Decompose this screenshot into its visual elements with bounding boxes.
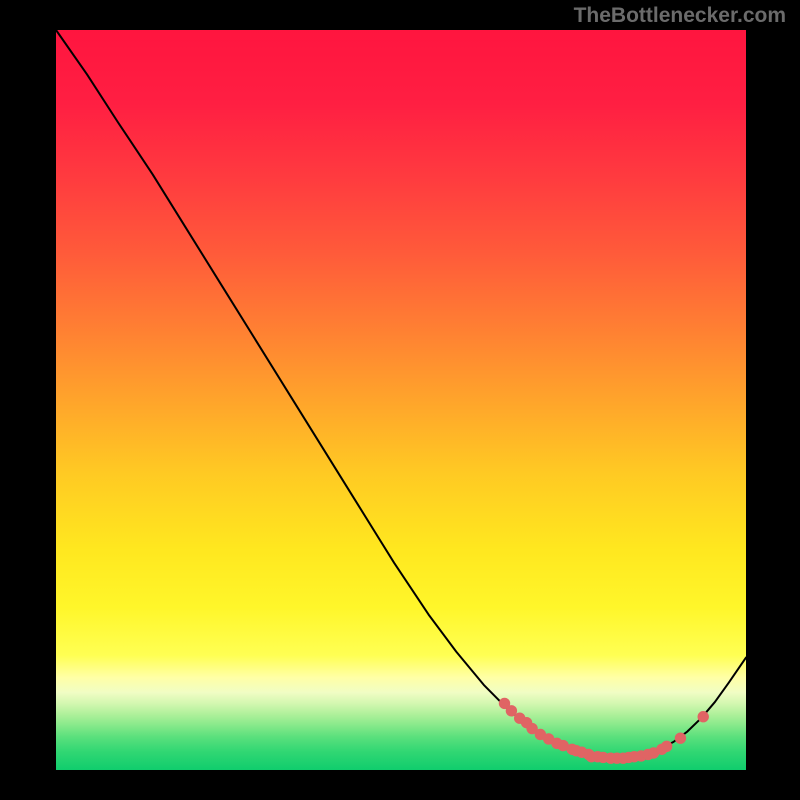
marker-dot <box>661 741 671 751</box>
marker-dot <box>506 706 516 716</box>
marker-dot <box>698 712 708 722</box>
bottleneck-curve-chart <box>0 0 800 800</box>
gradient-background <box>56 30 746 770</box>
marker-dot <box>675 733 685 743</box>
watermark-text: TheBottlenecker.com <box>574 4 786 28</box>
